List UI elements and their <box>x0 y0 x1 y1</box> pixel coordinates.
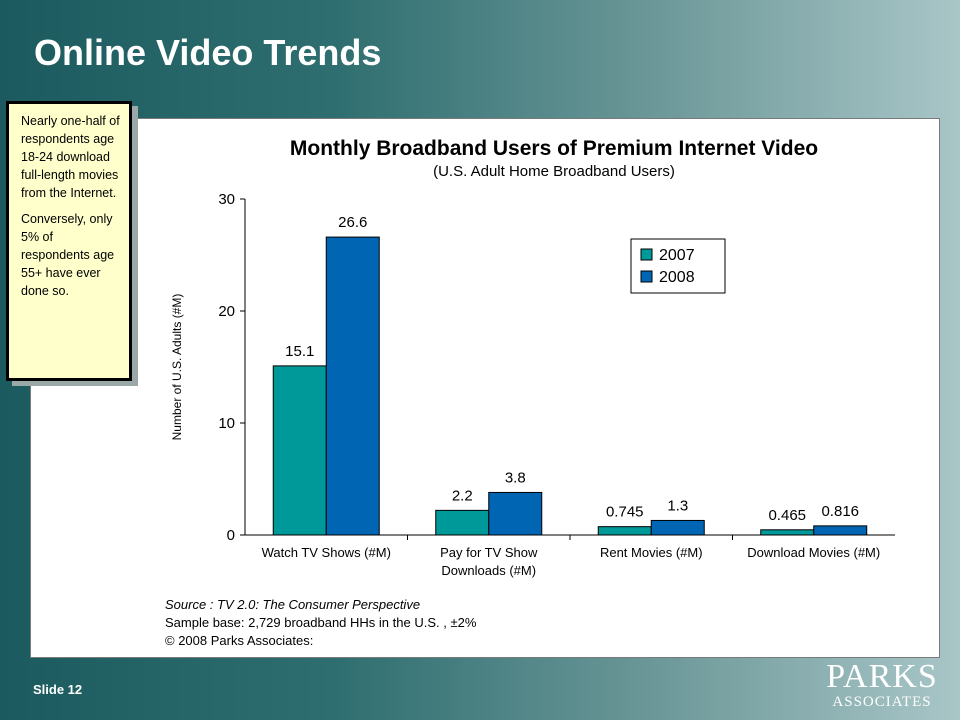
data-label: 2.2 <box>452 487 473 504</box>
callout-paragraph-2: Conversely, only 5% of respondents age 5… <box>21 212 115 298</box>
x-tick-label: Pay for TV Show <box>440 545 538 560</box>
data-label: 0.465 <box>768 507 806 524</box>
legend-label: 2007 <box>659 247 695 264</box>
x-tick-label: Watch TV Shows (#M) <box>262 545 391 560</box>
bar-2008-2 <box>650 519 705 536</box>
parks-associates-logo: PARKS ASSOCIATES <box>826 660 938 712</box>
bar-2007-2 <box>597 526 652 536</box>
bar-chart: Monthly Broadband Users of Premium Inter… <box>170 137 895 578</box>
y-tick-label: 10 <box>218 415 235 432</box>
x-tick-label: Download Movies (#M) <box>747 545 880 560</box>
callout-box: Nearly one-half of respondents age 18-24… <box>6 101 132 381</box>
bar-2008-1 <box>488 491 543 536</box>
chart-subtitle: (U.S. Adult Home Broadband Users) <box>433 163 675 180</box>
data-label: 0.816 <box>821 503 859 520</box>
source-line: Source : TV 2.0: The Consumer Perspectiv… <box>165 597 421 612</box>
legend-label: 2008 <box>659 269 695 286</box>
source-notes: Source : TV 2.0: The Consumer Perspectiv… <box>165 596 665 650</box>
y-tick-label: 0 <box>227 527 235 544</box>
sample-base-line: Sample base: 2,729 broadband HHs in the … <box>165 615 477 630</box>
bar-2007-0 <box>272 365 327 536</box>
y-tick-label: 30 <box>218 191 235 208</box>
legend-box <box>630 238 726 294</box>
x-tick-label: Downloads (#M) <box>441 563 536 578</box>
chart-panel: Monthly Broadband Users of Premium Inter… <box>30 118 940 658</box>
x-tick-label: Rent Movies (#M) <box>600 545 703 560</box>
slide-number: Slide 12 <box>33 682 83 697</box>
data-label: 26.6 <box>338 214 367 231</box>
data-label: 3.8 <box>505 469 526 486</box>
copyright-line: © 2008 Parks Associates: <box>165 633 314 648</box>
logo-line-2: ASSOCIATES <box>832 694 932 710</box>
bar-2007-1 <box>435 509 490 536</box>
callout-paragraph-1: Nearly one-half of respondents age 18-24… <box>21 114 120 200</box>
y-tick-label: 20 <box>218 303 235 320</box>
bar-2007-3 <box>760 529 815 536</box>
slide-title: Online Video Trends <box>34 32 382 73</box>
bar-2008-3 <box>813 525 868 536</box>
legend-swatch-2008 <box>640 270 653 283</box>
chart-title: Monthly Broadband Users of Premium Inter… <box>290 137 818 160</box>
logo-line-1: PARKS <box>826 658 938 695</box>
bar-2008-0 <box>325 236 380 536</box>
legend-swatch-2007 <box>640 248 653 261</box>
data-label: 15.1 <box>285 343 314 360</box>
data-label: 1.3 <box>667 497 688 514</box>
y-axis-label: Number of U.S. Adults (#M) <box>170 294 184 441</box>
data-label: 0.745 <box>606 504 644 521</box>
